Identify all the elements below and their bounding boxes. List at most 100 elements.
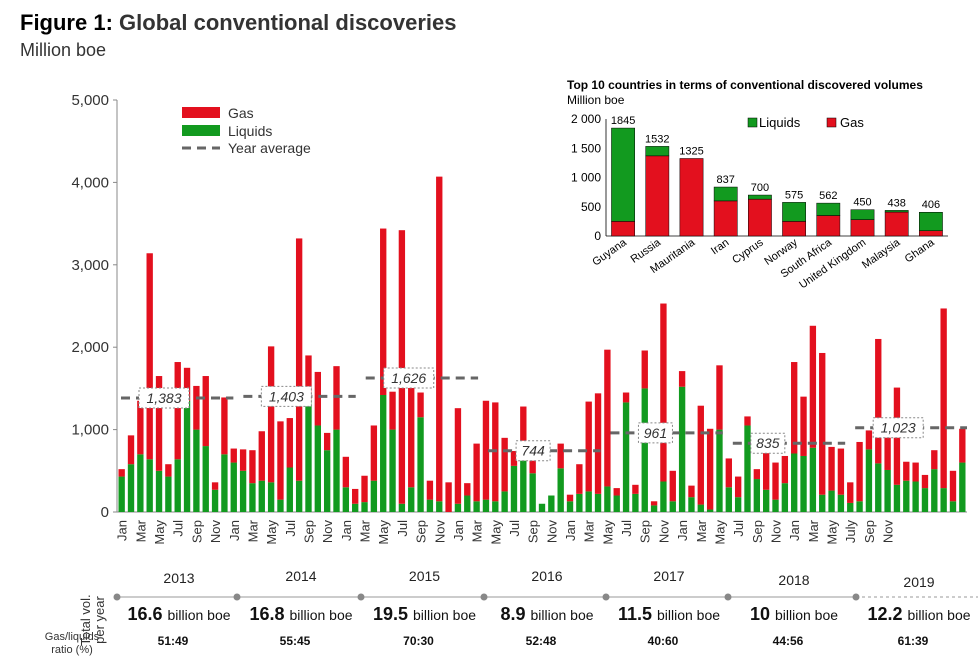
summary-year-label: 2017	[653, 568, 684, 584]
month-label: Jul	[619, 520, 634, 537]
month-label: Jan	[675, 520, 690, 541]
bar-liquids	[323, 450, 331, 512]
bar-gas	[137, 400, 144, 455]
bar-liquids	[912, 481, 919, 512]
month-label: Sep	[301, 520, 316, 543]
month-label: Jul	[507, 520, 522, 537]
bar-liquids	[613, 495, 620, 512]
bar-liquids	[202, 446, 209, 512]
bar-gas	[295, 238, 303, 481]
y-tick-label: 0	[101, 504, 109, 521]
summary-year-label: 2016	[531, 568, 562, 584]
month-label: May	[488, 520, 503, 545]
bar-liquids	[342, 487, 350, 512]
bar-liquids	[931, 469, 938, 512]
bar-gas	[445, 482, 452, 512]
year-average-label: 1,383	[146, 390, 181, 406]
bar-gas	[314, 371, 321, 426]
month-label: Nov	[769, 520, 784, 544]
bar-gas	[725, 458, 732, 488]
bar-gas	[118, 469, 125, 477]
inset-bar-liquids	[645, 146, 670, 157]
bar-liquids	[847, 502, 854, 512]
bar-gas	[875, 338, 882, 464]
summary-year-label: 2013	[163, 570, 194, 586]
month-label: Mar	[694, 519, 709, 542]
bar-liquids	[482, 499, 490, 512]
bar-liquids	[763, 489, 770, 512]
bar-gas	[193, 385, 200, 430]
bar-gas	[931, 450, 938, 470]
month-label: Jan	[787, 520, 802, 541]
bar-liquids	[632, 493, 639, 512]
month-label: Sep	[862, 520, 877, 543]
bar-gas	[632, 484, 639, 494]
month-label: Jan	[227, 520, 242, 541]
month-label: Sep	[638, 520, 653, 543]
inset-total-label: 1845	[611, 115, 635, 127]
y-tick-label: 2,000	[71, 339, 109, 356]
bar-liquids	[819, 494, 826, 512]
figure-label: Figure 1:	[20, 10, 113, 35]
year-average-box	[138, 387, 190, 409]
bar-liquids	[211, 489, 219, 512]
bar-liquids	[557, 468, 564, 512]
bar-liquids	[417, 417, 424, 512]
inset-bar-gas	[713, 200, 738, 237]
bar-liquids	[566, 501, 574, 512]
inset-category-label: Iran	[709, 237, 731, 258]
bar-gas	[669, 470, 676, 502]
bar-gas	[912, 462, 919, 482]
inset-title: Top 10 countries in terms of conventiona…	[567, 78, 923, 92]
bar-gas	[323, 432, 331, 451]
bar-liquids	[239, 470, 247, 512]
month-label: Mar	[806, 519, 821, 542]
bar-gas	[706, 428, 714, 510]
bar-liquids	[333, 429, 340, 512]
year-average-box	[637, 422, 673, 444]
bar-gas	[520, 406, 527, 452]
month-label: May	[712, 520, 727, 545]
bar-liquids	[398, 503, 406, 512]
inset-bar-liquids	[748, 194, 772, 200]
summary-year-label: 2019	[903, 574, 934, 590]
bar-liquids	[286, 467, 293, 512]
bar-gas	[482, 400, 490, 500]
bar-gas	[557, 443, 564, 469]
bar-gas	[398, 230, 406, 504]
inset-category-label: Cyprus	[730, 236, 766, 266]
inset-category-label: Ghana	[903, 236, 938, 265]
bar-liquids	[706, 509, 714, 512]
month-label: Mar	[470, 519, 485, 542]
bar-liquids	[501, 491, 508, 512]
summary-total: 10 billion boe	[750, 604, 838, 624]
bar-liquids	[772, 499, 779, 512]
bar-liquids	[744, 425, 751, 512]
bar-gas	[380, 228, 387, 395]
bar-liquids	[688, 497, 695, 512]
legend-swatch-liquids	[182, 125, 220, 136]
inset-total-label: 450	[853, 197, 871, 209]
bar-liquids	[856, 501, 863, 512]
bar-liquids	[903, 480, 910, 512]
bar-gas	[772, 462, 779, 500]
month-label: Sep	[750, 520, 765, 543]
bar-gas	[828, 446, 835, 491]
bar-gas	[800, 396, 807, 456]
inset-bar-liquids	[816, 202, 841, 216]
bar-gas	[753, 469, 761, 480]
inset-y-tick-label: 1 000	[571, 171, 601, 185]
summary-ratio: 40:60	[648, 634, 679, 648]
bar-liquids	[277, 499, 284, 512]
bar-gas	[155, 376, 163, 471]
bar-liquids	[464, 495, 471, 512]
inset-bar-gas	[611, 221, 635, 237]
bar-gas	[342, 456, 350, 488]
bar-gas	[865, 430, 873, 450]
inset-legend-label-liquids: Liquids	[759, 115, 801, 130]
month-label: May	[152, 520, 167, 545]
bar-gas	[949, 470, 957, 502]
bar-gas	[436, 176, 443, 502]
bar-liquids	[230, 462, 237, 512]
